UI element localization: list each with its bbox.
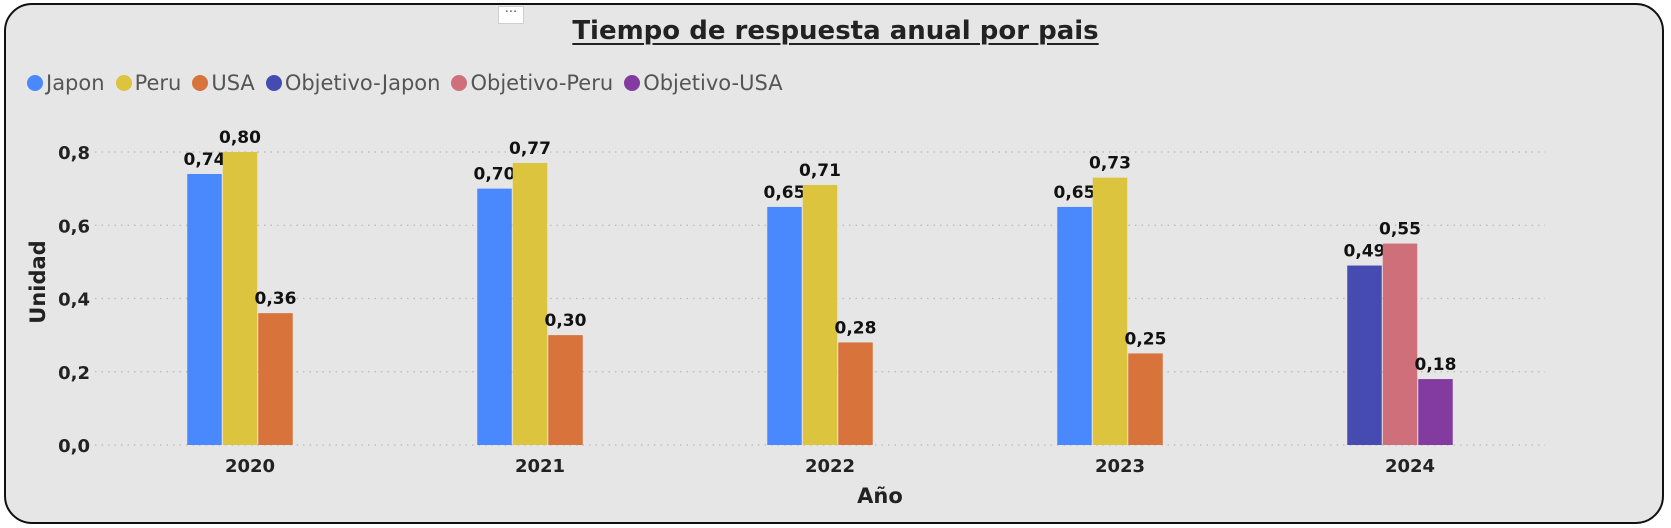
data-label: 0,80 <box>219 128 261 148</box>
y-tick-label: 0,4 <box>58 290 90 311</box>
legend-dot-icon <box>192 75 209 91</box>
data-label: 0,65 <box>764 183 806 203</box>
legend-dot-icon <box>265 75 282 91</box>
data-label: 0,18 <box>1415 355 1457 375</box>
x-tick-label: 2021 <box>515 456 565 477</box>
y-tick-label: 0,8 <box>58 143 90 164</box>
data-label: 0,28 <box>835 318 877 338</box>
data-label: 0,25 <box>1125 329 1167 349</box>
chart-title: Tiempo de respuesta anual por pais <box>0 16 1671 46</box>
x-tick-label: 2024 <box>1385 456 1435 477</box>
y-tick-label: 0,2 <box>58 363 90 384</box>
legend-label: Objetivo-Japon <box>284 71 441 95</box>
legend-item[interactable]: Objetivo-Peru <box>451 71 613 95</box>
chart-legend: Japon Peru USA Objetivo-Japon Objetivo-Peru O… <box>27 69 794 97</box>
bar <box>767 206 802 445</box>
bar <box>838 342 873 445</box>
x-tick-label: 2020 <box>225 456 275 477</box>
legend-label: Peru <box>134 71 182 95</box>
data-label: 0,36 <box>255 289 297 309</box>
bar <box>1382 243 1418 445</box>
y-tick-label: 0,6 <box>58 216 90 237</box>
bar <box>187 173 222 445</box>
bar <box>1418 379 1453 445</box>
legend-dot-icon <box>624 75 641 91</box>
legend-dot-icon <box>27 75 43 91</box>
bar <box>548 335 583 445</box>
data-label: 0,65 <box>1054 183 1096 203</box>
legend-item[interactable]: Japon <box>27 71 105 95</box>
legend-item[interactable]: Objetivo-USA <box>624 71 783 95</box>
bar <box>222 152 258 445</box>
x-axis-title: Año <box>857 484 903 508</box>
bar <box>512 162 548 446</box>
data-label: 0,49 <box>1344 242 1386 262</box>
chart-title-text: Tiempo de respuesta anual por pais <box>572 16 1099 46</box>
legend-dot-icon <box>451 75 468 91</box>
data-label: 0,71 <box>799 161 841 181</box>
legend-label: Japon <box>46 71 105 95</box>
legend-label: USA <box>211 71 255 95</box>
x-tick-label: 2022 <box>805 456 855 477</box>
bar <box>802 184 838 445</box>
legend-item[interactable]: Peru <box>115 71 182 95</box>
legend-item[interactable]: Objetivo-Japon <box>265 71 441 95</box>
bar <box>1347 265 1382 445</box>
more-options-button[interactable]: ··· <box>498 6 524 24</box>
bar <box>1128 353 1163 445</box>
data-label: 0,55 <box>1379 220 1421 240</box>
bar <box>1057 206 1092 445</box>
y-tick-label: 0,0 <box>58 436 90 457</box>
bar <box>1092 177 1128 445</box>
data-label: 0,30 <box>545 311 587 331</box>
data-label: 0,77 <box>509 139 551 159</box>
legend-label: Objetivo-Peru <box>470 71 614 95</box>
data-label: 0,74 <box>184 150 226 170</box>
y-axis-title: Unidad <box>26 240 50 323</box>
data-label: 0,73 <box>1089 154 1131 174</box>
legend-label: Objetivo-USA <box>643 71 783 95</box>
bar <box>258 313 293 445</box>
x-tick-label: 2023 <box>1095 456 1145 477</box>
data-label: 0,70 <box>474 165 516 185</box>
bar <box>477 188 512 445</box>
legend-dot-icon <box>115 75 132 91</box>
legend-item[interactable]: USA <box>192 71 255 95</box>
